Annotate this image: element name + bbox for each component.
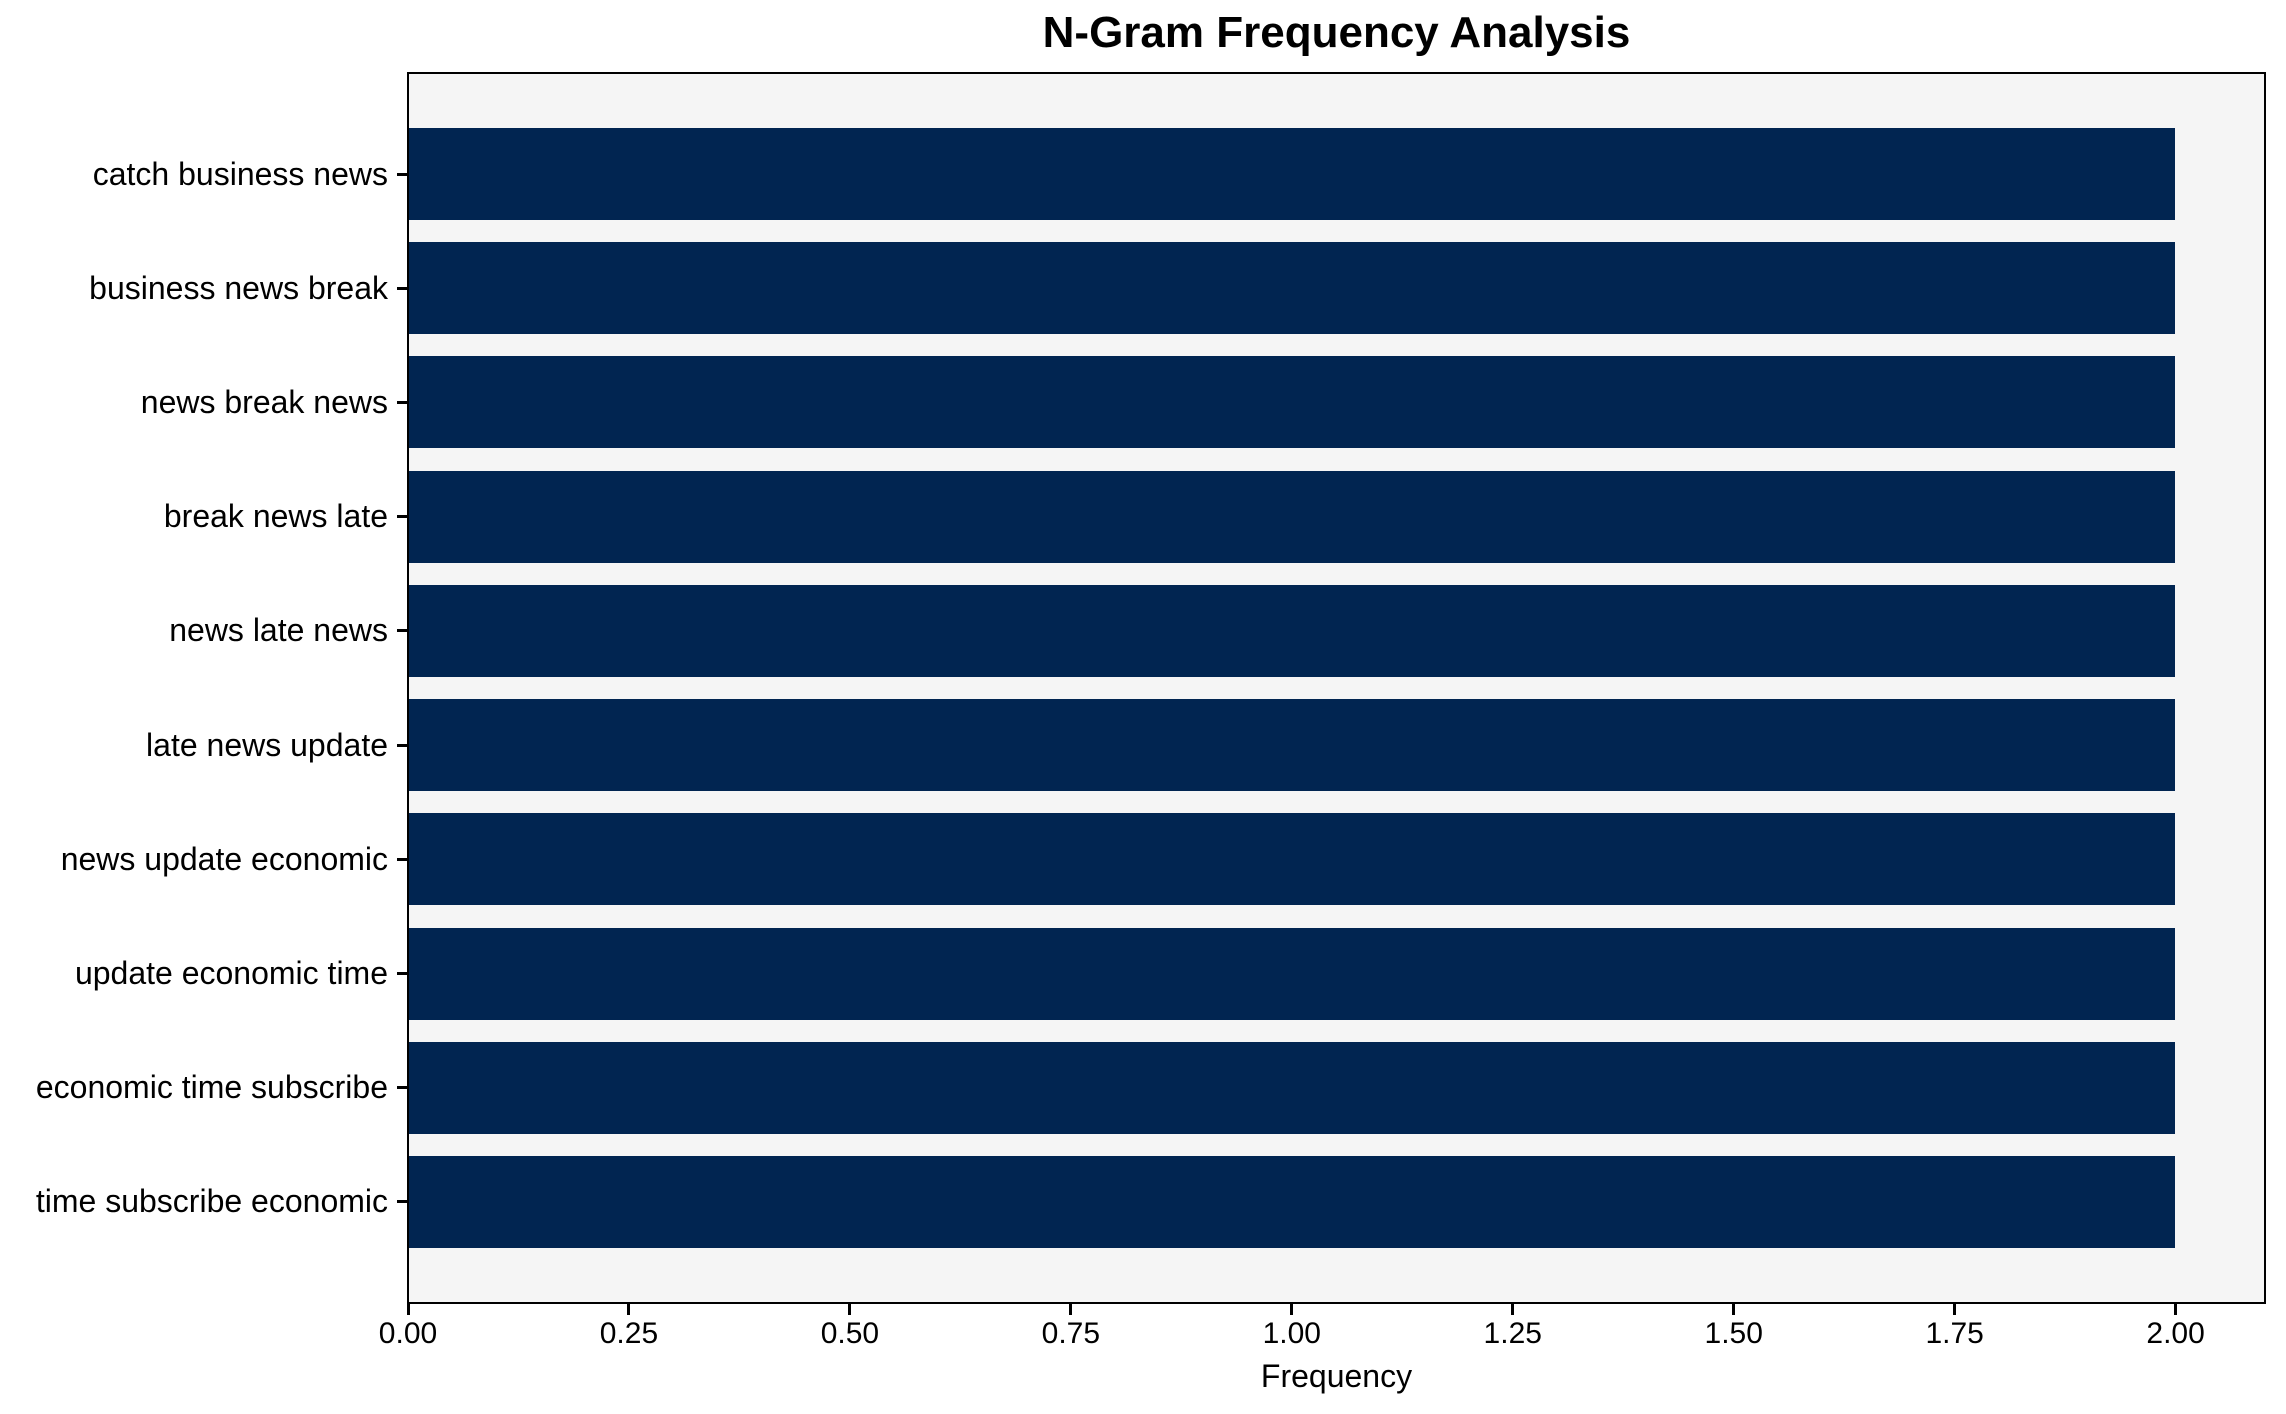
- y-tick-label: break news late: [163, 498, 388, 535]
- x-tick-label: 0.25: [599, 1317, 659, 1350]
- y-tick-mark: [397, 857, 407, 861]
- y-axis-labels: catch business news business news break ne…: [0, 128, 407, 1248]
- bars-region: [409, 128, 2263, 1248]
- bar: [409, 813, 2175, 906]
- bar: [409, 1155, 2175, 1248]
- x-tick-mark: [406, 1304, 410, 1315]
- y-tick-mark: [397, 1200, 407, 1204]
- y-label-row: late news update: [0, 699, 407, 791]
- y-tick-label: late news update: [146, 726, 388, 763]
- y-tick-label: catch business news: [92, 155, 388, 192]
- x-tick-mark: [848, 1304, 852, 1315]
- y-tick-label: news break news: [140, 383, 388, 420]
- x-tick-mark: [1069, 1304, 1073, 1315]
- y-tick-mark: [397, 629, 407, 633]
- bar-row: [409, 699, 2263, 792]
- y-tick-mark: [397, 286, 407, 290]
- x-tick-label: 2.00: [2146, 1317, 2205, 1350]
- bar-row: [409, 813, 2263, 906]
- bar: [409, 584, 2175, 677]
- bar-row: [409, 356, 2263, 449]
- y-label-row: catch business news: [0, 128, 407, 220]
- bar-row: [409, 1155, 2263, 1248]
- chart-title: N-Gram Frequency Analysis: [1042, 8, 1631, 57]
- bar-row: [409, 584, 2263, 677]
- y-label-row: update economic time: [0, 928, 407, 1020]
- y-tick-label: news update economic: [60, 840, 388, 877]
- y-tick-label: update economic time: [74, 955, 388, 992]
- x-tick-mark: [627, 1304, 631, 1315]
- bar: [409, 699, 2175, 792]
- x-tick-label: 0.75: [1041, 1317, 1101, 1350]
- y-label-row: news update economic: [0, 813, 407, 905]
- x-tick-label: 1.25: [1483, 1317, 1542, 1350]
- x-axis-title: Frequency: [1260, 1358, 1413, 1394]
- bar: [409, 128, 2175, 220]
- x-tick-label: 0.00: [378, 1317, 438, 1350]
- y-tick-label: economic time subscribe: [35, 1069, 388, 1106]
- y-label-row: break news late: [0, 471, 407, 563]
- x-tick-mark: [1511, 1304, 1515, 1315]
- x-tick-mark: [1290, 1304, 1294, 1315]
- y-tick-mark: [397, 743, 407, 747]
- x-tick-label: 1.75: [1925, 1317, 1984, 1350]
- x-tick-mark: [1732, 1304, 1736, 1315]
- y-label-row: time subscribe economic: [0, 1156, 407, 1248]
- bar: [409, 1041, 2175, 1134]
- bar: [409, 927, 2175, 1020]
- y-label-row: business news break: [0, 242, 407, 334]
- bar-row: [409, 470, 2263, 563]
- bar: [409, 242, 2175, 335]
- bar: [409, 470, 2175, 563]
- y-tick-label: news late news: [169, 612, 388, 649]
- y-tick-mark: [397, 172, 407, 176]
- bar-row: [409, 1041, 2263, 1134]
- y-tick-mark: [397, 972, 407, 976]
- bar-row: [409, 242, 2263, 335]
- x-tick-label: 1.50: [1704, 1317, 1763, 1350]
- bar: [409, 356, 2175, 449]
- y-tick-label: time subscribe economic: [35, 1183, 388, 1220]
- x-tick-label: 0.50: [820, 1317, 880, 1350]
- y-tick-label: business news break: [89, 269, 388, 306]
- y-tick-mark: [397, 515, 407, 519]
- x-tick-label: 1.00: [1262, 1317, 1321, 1350]
- y-label-row: news late news: [0, 585, 407, 677]
- x-tick-mark: [2174, 1304, 2178, 1315]
- y-tick-mark: [397, 1086, 407, 1090]
- bar-row: [409, 128, 2263, 220]
- bar-row: [409, 927, 2263, 1020]
- y-label-row: economic time subscribe: [0, 1042, 407, 1134]
- x-tick-mark: [1953, 1304, 1957, 1315]
- y-tick-mark: [397, 400, 407, 404]
- y-label-row: news break news: [0, 356, 407, 448]
